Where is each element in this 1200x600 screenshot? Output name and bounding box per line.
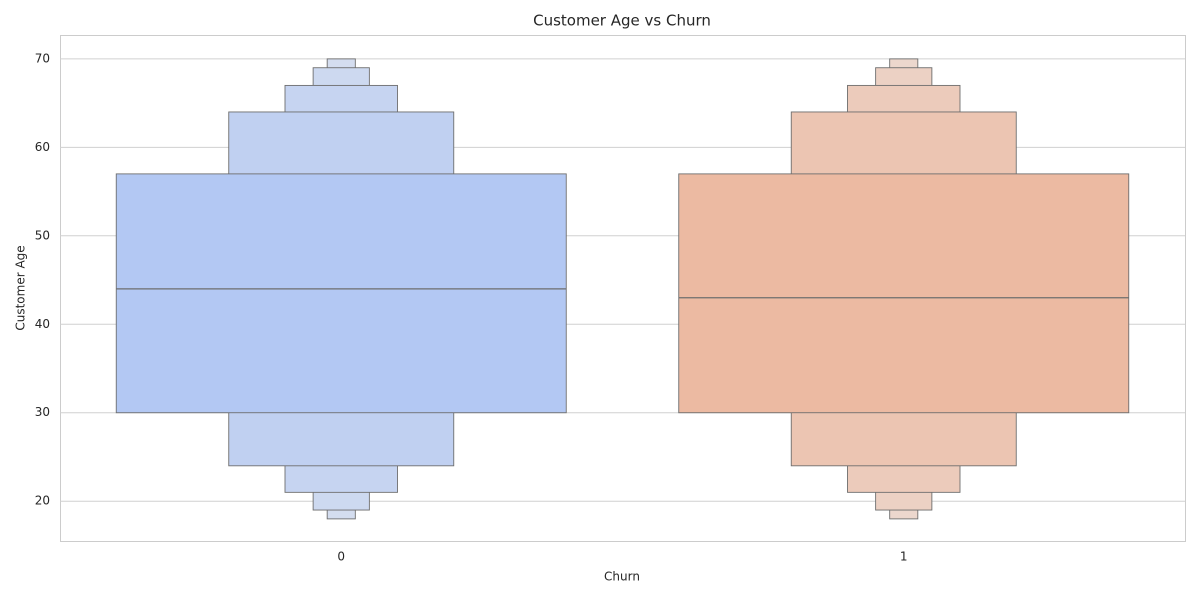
x-tick-label: 1	[900, 550, 908, 564]
x-axis-label: Churn	[604, 570, 640, 584]
letter-value-box	[678, 173, 1130, 414]
y-tick-label: 70	[35, 51, 50, 65]
x-tick-label: 0	[337, 550, 345, 564]
y-axis-label: Customer Age	[14, 245, 28, 330]
y-tick-label: 50	[35, 228, 50, 242]
plot-frame	[60, 35, 1186, 542]
y-tick-label: 60	[35, 140, 50, 154]
y-tick-label: 40	[35, 317, 50, 331]
y-tick-label: 20	[35, 494, 50, 508]
y-tick-label: 30	[35, 405, 50, 419]
chart-title: Customer Age vs Churn	[533, 12, 711, 30]
letter-value-box	[115, 173, 567, 414]
